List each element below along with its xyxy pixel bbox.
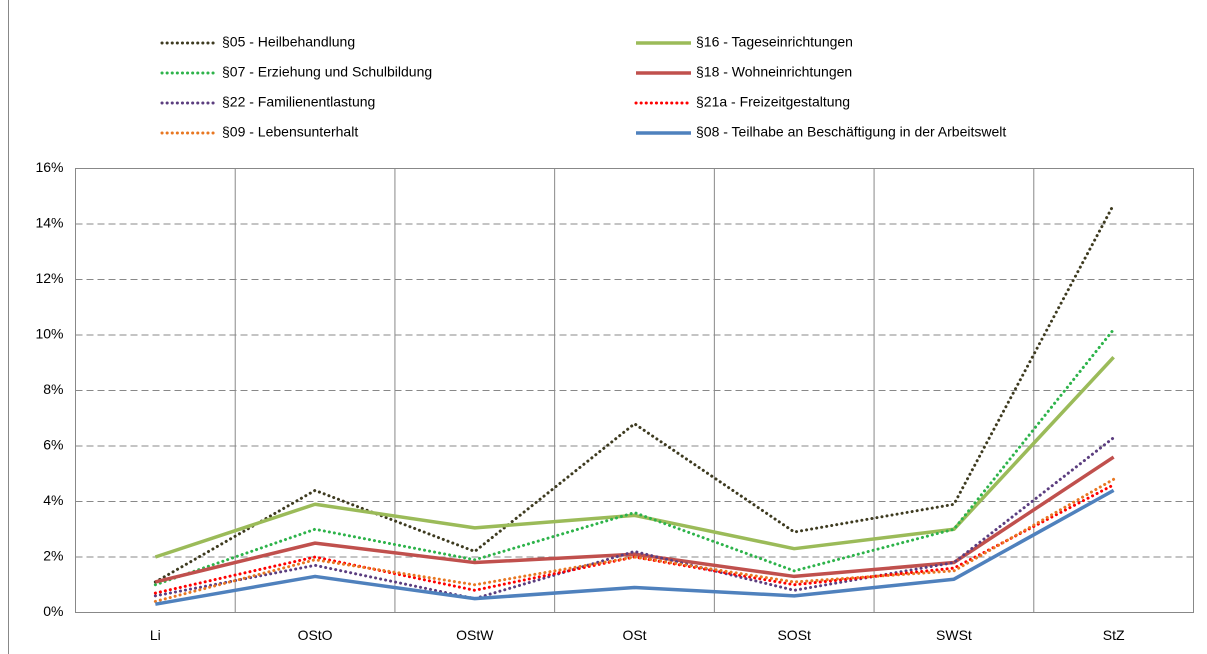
y-tick-label: 8% bbox=[43, 381, 63, 397]
series-line bbox=[154, 356, 1115, 559]
y-tick-label: 10% bbox=[35, 326, 63, 342]
y-tick-label: 12% bbox=[35, 270, 63, 286]
legend-label: §21a - Freizeitgestaltung bbox=[696, 94, 850, 110]
y-tick-label: 6% bbox=[43, 437, 63, 453]
x-tick-label: OStW bbox=[456, 627, 494, 643]
series-line bbox=[154, 455, 1115, 584]
series-line bbox=[153, 477, 1116, 603]
x-tick-label: SOSt bbox=[777, 627, 811, 643]
series-line bbox=[155, 488, 1115, 606]
series-line bbox=[153, 203, 1116, 584]
legend-label: §08 - Teilhabe an Beschäftigung in der A… bbox=[696, 124, 1006, 140]
x-tick-label: SWSt bbox=[936, 627, 972, 643]
y-tick-label: 4% bbox=[43, 492, 63, 508]
x-tick-label: StZ bbox=[1103, 627, 1125, 643]
x-tick-label: OStO bbox=[298, 627, 333, 643]
legend-label: §16 - Tageseinrichtungen bbox=[696, 34, 853, 50]
y-tick-label: 14% bbox=[35, 215, 63, 231]
series-line bbox=[153, 327, 1116, 587]
series-line bbox=[153, 436, 1116, 601]
y-tick-label: 2% bbox=[43, 548, 63, 564]
y-tick-label: 0% bbox=[43, 603, 63, 619]
legend-label: §09 - Lebensunterhalt bbox=[222, 124, 358, 140]
x-tick-label: OSt bbox=[622, 627, 646, 643]
legend-label: §22 - Familienentlastung bbox=[222, 94, 375, 110]
legend-label: §18 - Wohneinrichtungen bbox=[696, 64, 852, 80]
legend-label: §05 - Heilbehandlung bbox=[222, 34, 355, 50]
y-tick-label: 16% bbox=[35, 159, 63, 175]
legend-label: §07 - Erziehung und Schulbildung bbox=[222, 64, 432, 80]
x-tick-label: Li bbox=[150, 627, 161, 643]
